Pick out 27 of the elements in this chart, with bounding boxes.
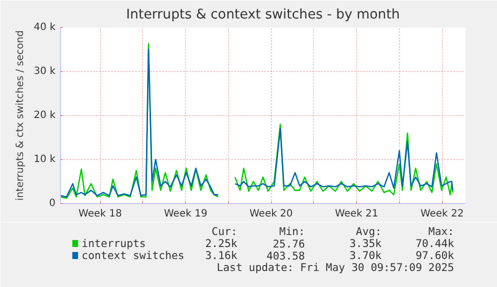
text: 97.60k	[416, 249, 455, 262]
x-tick-label: Week 22	[420, 208, 464, 220]
legend-label: context switches	[82, 249, 184, 262]
text: Min:	[279, 225, 305, 238]
y-axis-title: interrupts & ctx switches / second	[14, 30, 26, 201]
chart-title: Interrupts & context switches - by month	[126, 8, 400, 22]
text: 25.76	[272, 238, 305, 250]
text: Cur:	[212, 225, 238, 238]
text: 3.35k	[349, 237, 382, 250]
text: 70.44k	[416, 237, 455, 250]
text: Last update: Fri May 30 09:57:09 2025	[216, 261, 454, 274]
text: Avg:	[356, 225, 382, 238]
x-tick-label: Week 20	[249, 208, 293, 220]
x-tick-label: Week 21	[334, 208, 378, 220]
text: 3.70k	[349, 249, 382, 262]
text: 3.16k	[205, 249, 238, 262]
y-tick-label: 30 k	[34, 66, 56, 77]
legend-label: interrupts	[82, 237, 146, 250]
y-tick-label: 10 k	[34, 154, 56, 165]
y-tick-label: 40 k	[34, 22, 56, 33]
x-tick-label: Week 19	[164, 208, 208, 220]
text: Max:	[428, 225, 454, 238]
y-tick-label: 0	[49, 198, 56, 209]
text: 403.58	[266, 250, 305, 262]
text: 2.25k	[205, 237, 238, 250]
x-tick-label: Week 18	[78, 208, 122, 220]
y-tick-label: 20 k	[34, 110, 56, 121]
